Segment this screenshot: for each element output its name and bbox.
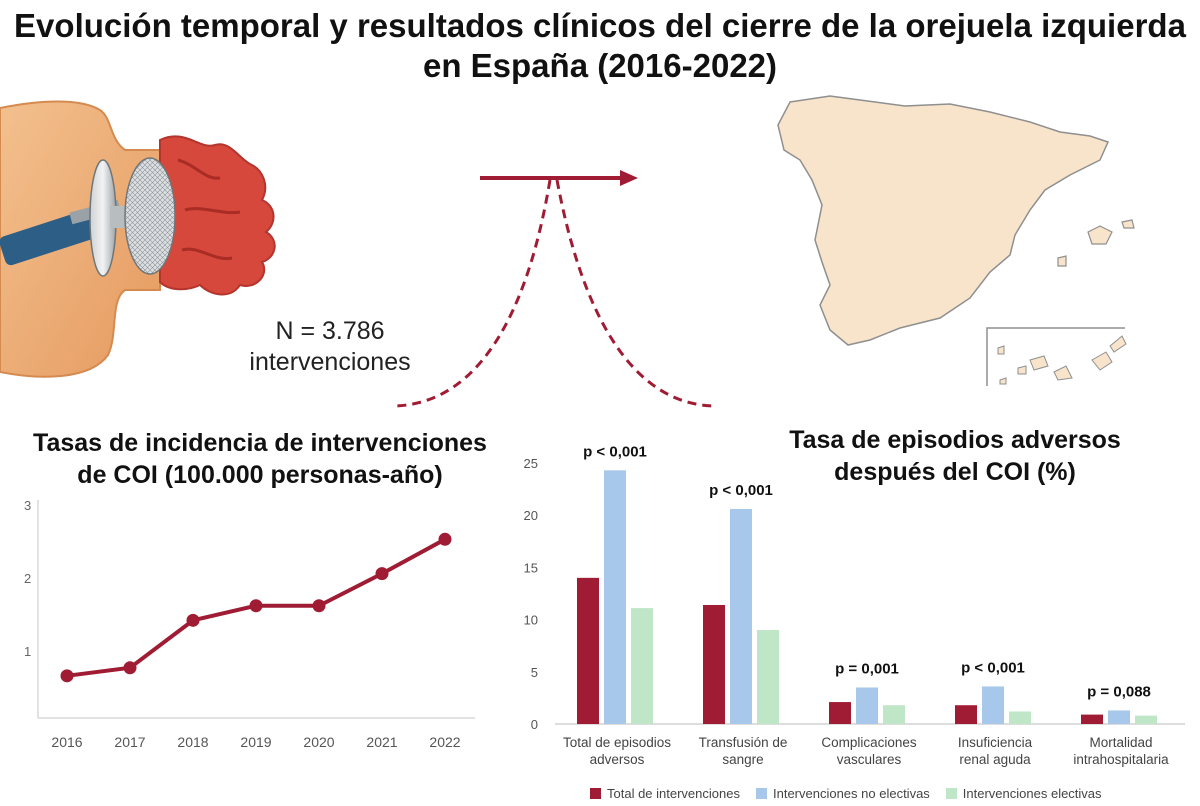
line-x-tick-label: 2021 xyxy=(366,734,397,750)
bar-y-tick-label: 10 xyxy=(524,613,538,628)
bar-chart-title: Tasa de episodios adversos después del C… xyxy=(740,424,1170,488)
legend-swatch-non-elective xyxy=(755,788,767,799)
line-point xyxy=(312,599,326,613)
bar-chart-title-line2: después del COI (%) xyxy=(834,458,1076,486)
category-label-line1: Complicaciones xyxy=(821,735,917,750)
p-value-label: p < 0,001 xyxy=(961,659,1025,676)
bar-elective xyxy=(757,630,779,724)
main-title-line2: en España (2016-2022) xyxy=(422,47,778,84)
bar-total xyxy=(577,577,599,724)
line-y-tick-label: 1 xyxy=(24,644,31,659)
category-label-line1: Insuficiencia xyxy=(958,735,1033,750)
bar-y-tick-label: 20 xyxy=(524,508,538,523)
legend-item-non-elective: Intervenciones no electivas xyxy=(755,786,930,801)
line-point xyxy=(123,661,137,675)
line-point xyxy=(60,669,74,683)
legend-label-non-elective: Intervenciones no electivas xyxy=(772,786,930,801)
line-chart-title-line1: Tasas de incidencia de intervenciones xyxy=(33,429,487,457)
legend-item-total: Total de intervenciones xyxy=(590,786,740,801)
p-value-label: p = 0,088 xyxy=(1087,683,1151,700)
bar-y-tick-label: 25 xyxy=(524,456,538,471)
legend-swatch-total xyxy=(590,788,601,799)
legend-label-total: Total de intervenciones xyxy=(607,786,740,801)
category-label-line1: Transfusión de xyxy=(699,735,788,750)
category-label-line2: renal aguda xyxy=(959,752,1031,767)
line-chart-title-line2: de COI (100.000 personas-año) xyxy=(77,461,443,489)
p-value-label: p = 0,001 xyxy=(835,660,899,677)
p-value-label: p < 0,001 xyxy=(709,482,773,499)
incidence-line-chart: 1 2 3 2016 2017 2018 2019 2020 2021 2022 xyxy=(24,498,475,750)
n-unit: intervenciones xyxy=(249,348,411,376)
bar-elective xyxy=(1009,711,1031,724)
bar-total xyxy=(829,702,851,724)
bar-y-tick-label: 15 xyxy=(524,560,538,575)
bar-total xyxy=(1081,714,1103,724)
line-x-tick-label: 2017 xyxy=(114,734,145,750)
category-label-line2: intrahospitalaria xyxy=(1073,752,1169,767)
bar-non-elective xyxy=(856,687,878,724)
line-point xyxy=(375,567,389,581)
line-x-tick-label: 2019 xyxy=(240,734,271,750)
bar-non-elective xyxy=(1108,710,1130,724)
line-x-tick-label: 2020 xyxy=(303,734,334,750)
bar-elective xyxy=(883,705,905,724)
arrow-icon xyxy=(480,170,638,186)
line-point xyxy=(249,599,263,613)
adverse-events-bar-chart: 0 5 10 15 20 25 p < 0,001 Total de episodios adv… xyxy=(524,443,1185,767)
bar-chart-legend: Total de intervenciones Intervenciones n… xyxy=(590,786,1150,801)
line-x-tick-label: 2018 xyxy=(177,734,208,750)
n-count: N = 3.786 xyxy=(275,317,385,345)
heart-device-illustration xyxy=(0,100,276,378)
n-interventions-label: N = 3.786 intervenciones xyxy=(225,316,435,378)
category-label-line2: sangre xyxy=(722,752,763,767)
dashed-curve-right xyxy=(555,179,716,408)
dashed-curve-left xyxy=(392,179,552,408)
legend-swatch-elective xyxy=(945,788,957,799)
line-point xyxy=(438,532,452,546)
bar-non-elective xyxy=(982,686,1004,724)
line-chart-title: Tasas de incidencia de intervenciones de… xyxy=(0,427,520,491)
bar-chart-title-line1: Tasa de episodios adversos xyxy=(789,426,1121,454)
category-label-line2: adversos xyxy=(590,752,645,767)
bar-total xyxy=(703,604,725,724)
line-x-tick-label: 2016 xyxy=(51,734,82,750)
main-title-line1: Evolución temporal y resultados clínicos… xyxy=(14,7,1186,44)
bar-y-tick-label: 0 xyxy=(531,717,538,732)
category-label-line2: vasculares xyxy=(837,752,902,767)
bar-elective xyxy=(1135,715,1157,724)
bar-y-tick-label: 5 xyxy=(531,665,538,680)
p-value-label: p < 0,001 xyxy=(583,443,647,460)
main-title: Evolución temporal y resultados clínicos… xyxy=(0,6,1200,86)
line-point xyxy=(186,613,200,627)
spain-map-icon xyxy=(777,95,1135,386)
category-label-line1: Mortalidad xyxy=(1089,735,1152,750)
line-y-tick-label: 2 xyxy=(24,571,31,586)
line-y-tick-label: 3 xyxy=(24,498,31,513)
bar-non-elective xyxy=(604,470,626,724)
bar-total xyxy=(955,705,977,724)
category-label-line1: Total de episodios xyxy=(563,735,671,750)
bar-elective xyxy=(631,608,653,724)
legend-item-elective: Intervenciones electivas xyxy=(945,786,1102,801)
line-x-tick-label: 2022 xyxy=(429,734,460,750)
bar-non-elective xyxy=(730,508,752,724)
legend-label-elective: Intervenciones electivas xyxy=(962,786,1102,801)
